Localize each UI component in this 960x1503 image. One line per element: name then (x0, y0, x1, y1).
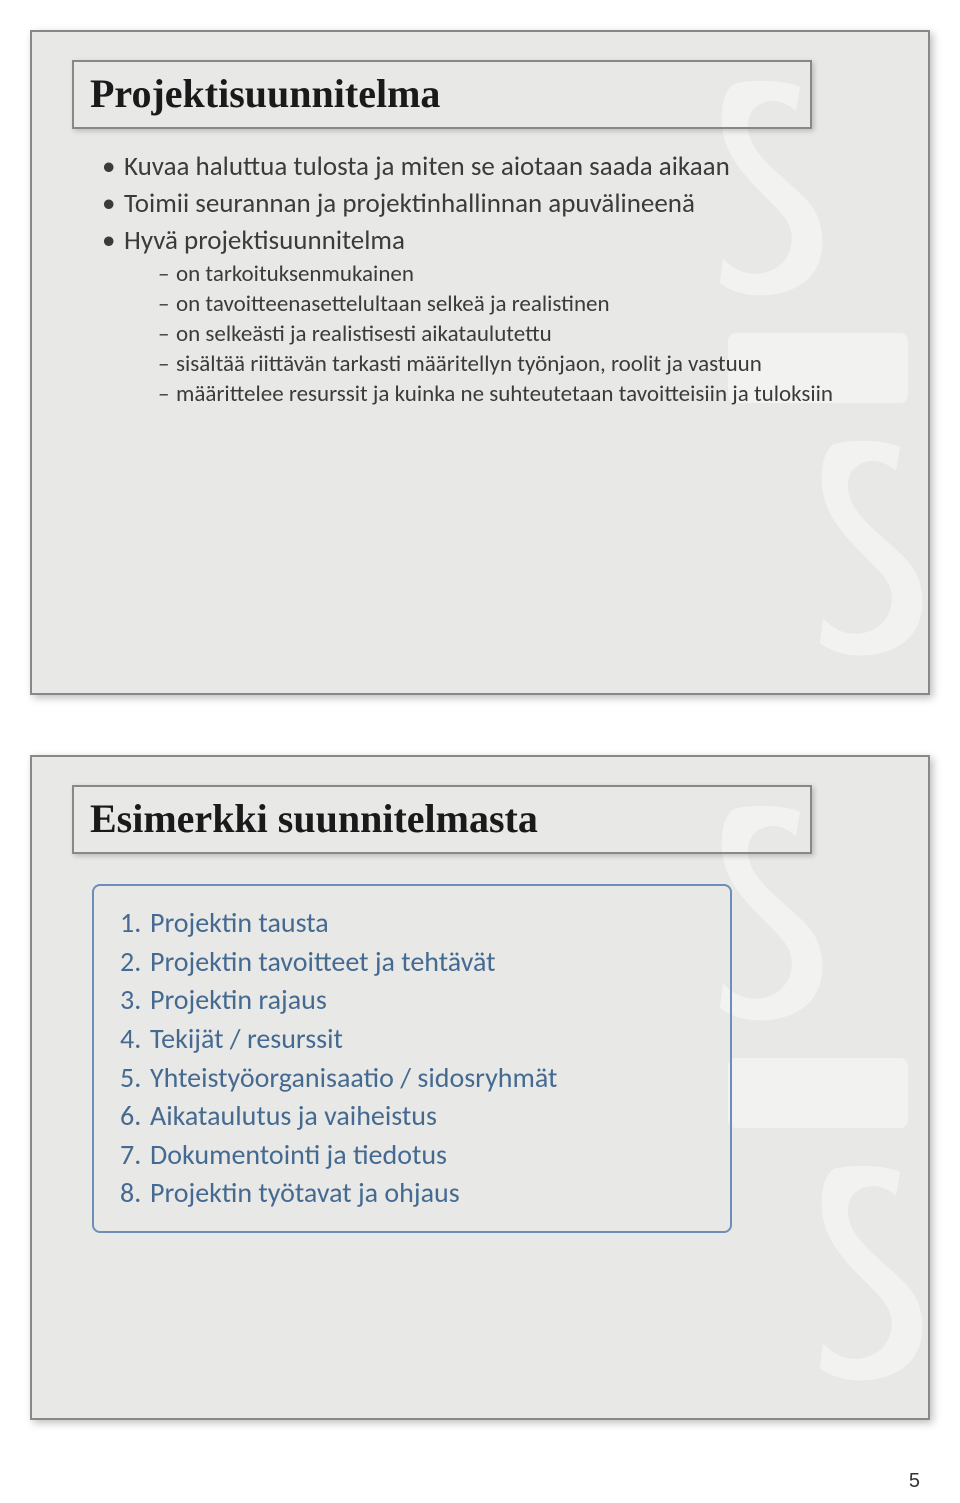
slide-1-title: Projektisuunnitelma (90, 70, 794, 117)
item-number: 4. (120, 1020, 150, 1059)
item-text: Projektin tavoitteet ja tehtävät (150, 943, 496, 982)
list-item: 5.Yhteistyöorganisaatio / sidosryhmät (120, 1059, 704, 1098)
item-number: 1. (120, 904, 150, 943)
item-number: 3. (120, 981, 150, 1020)
slide-1: Projektisuunnitelma Kuvaa haluttua tulos… (30, 30, 930, 695)
item-number: 5. (120, 1059, 150, 1098)
slide-2-title-box: Esimerkki suunnitelmasta (72, 785, 812, 854)
item-text: Projektin työtavat ja ohjaus (150, 1174, 460, 1213)
sub-bullet-item: määrittelee resurssit ja kuinka ne suhte… (158, 380, 888, 408)
sub-bullet-text: sisältää riittävän tarkasti määritellyn … (176, 350, 762, 378)
item-number: 8. (120, 1174, 150, 1213)
item-text: Projektin tausta (150, 904, 329, 943)
slide-2-content: Esimerkki suunnitelmasta 1.Projektin tau… (32, 757, 928, 1418)
item-number: 7. (120, 1136, 150, 1175)
list-item: 4.Tekijät / resurssit (120, 1020, 704, 1059)
list-item: 8.Projektin työtavat ja ohjaus (120, 1174, 704, 1213)
list-item: 2.Projektin tavoitteet ja tehtävät (120, 943, 704, 982)
sub-bullet-text: on tavoitteenasettelultaan selkeä ja rea… (176, 290, 610, 318)
bullet-item: Toimii seurannan ja projektinhallinnan a… (102, 188, 888, 221)
bullet-item: Kuvaa haluttua tulosta ja miten se aiota… (102, 151, 888, 184)
list-item: 1.Projektin tausta (120, 904, 704, 943)
item-number: 2. (120, 943, 150, 982)
item-text: Yhteistyöorganisaatio / sidosryhmät (150, 1059, 557, 1098)
bullet-item: Hyvä projektisuunnitelma on tarkoituksen… (102, 225, 888, 408)
bullet-text: Kuvaa haluttua tulosta ja miten se aiota… (124, 150, 730, 183)
item-text: Tekijät / resurssit (150, 1020, 343, 1059)
slide-1-title-box: Projektisuunnitelma (72, 60, 812, 129)
bullet-text: Toimii seurannan ja projektinhallinnan a… (124, 187, 695, 220)
sub-bullet-text: määrittelee resurssit ja kuinka ne suhte… (176, 380, 833, 408)
slide-2-title: Esimerkki suunnitelmasta (90, 795, 794, 842)
slide-1-content: Projektisuunnitelma Kuvaa haluttua tulos… (32, 32, 928, 693)
slide-2: Esimerkki suunnitelmasta 1.Projektin tau… (30, 755, 930, 1420)
numbered-list: 1.Projektin tausta 2.Projektin tavoittee… (120, 904, 704, 1213)
slide-2-content-box: 1.Projektin tausta 2.Projektin tavoittee… (92, 884, 732, 1233)
item-text: Aikataulutus ja vaiheistus (150, 1097, 437, 1136)
sub-bullet-text: on tarkoituksenmukainen (176, 260, 414, 288)
item-text: Projektin rajaus (150, 981, 327, 1020)
sub-bullet-list: on tarkoituksenmukainen on tavoitteenase… (124, 260, 888, 408)
sub-bullet-text: on selkeästi ja realistisesti aikataulut… (176, 320, 552, 348)
page-number: 5 (909, 1470, 920, 1493)
slide-1-bullets: Kuvaa haluttua tulosta ja miten se aiota… (72, 151, 888, 408)
list-item: 3.Projektin rajaus (120, 981, 704, 1020)
item-text: Dokumentointi ja tiedotus (150, 1136, 447, 1175)
page-container: Projektisuunnitelma Kuvaa haluttua tulos… (0, 0, 960, 1460)
bullet-text: Hyvä projektisuunnitelma (124, 224, 405, 257)
sub-bullet-item: sisältää riittävän tarkasti määritellyn … (158, 350, 888, 378)
list-item: 6.Aikataulutus ja vaiheistus (120, 1097, 704, 1136)
sub-bullet-item: on tavoitteenasettelultaan selkeä ja rea… (158, 290, 888, 318)
sub-bullet-item: on tarkoituksenmukainen (158, 260, 888, 288)
list-item: 7.Dokumentointi ja tiedotus (120, 1136, 704, 1175)
sub-bullet-item: on selkeästi ja realistisesti aikataulut… (158, 320, 888, 348)
item-number: 6. (120, 1097, 150, 1136)
